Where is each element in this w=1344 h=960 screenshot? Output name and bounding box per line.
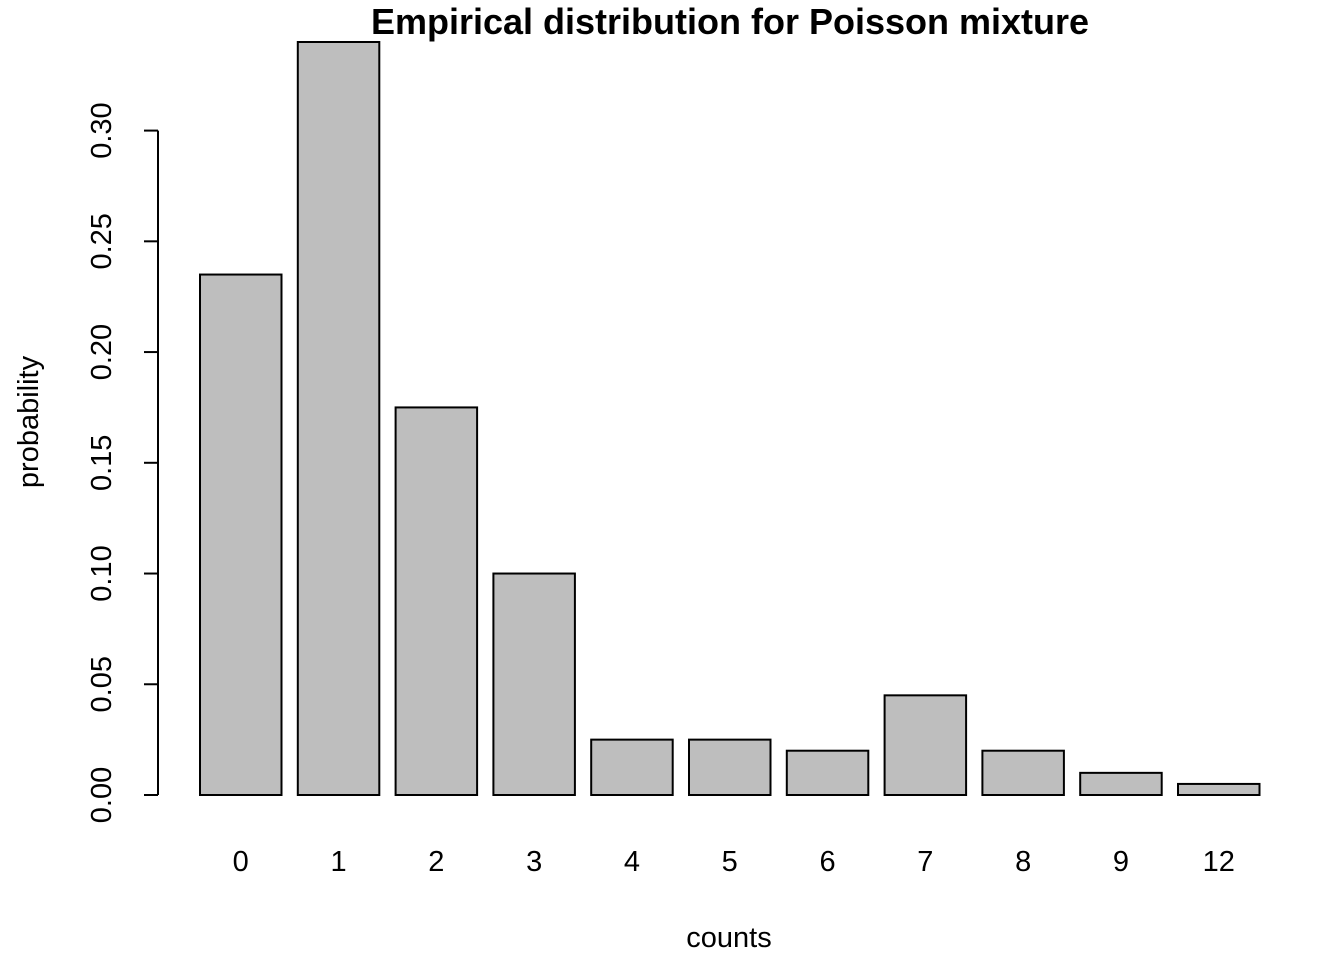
y-tick-label: 0.00: [86, 767, 118, 823]
x-axis-label: counts: [686, 922, 771, 954]
x-tick-label: 0: [233, 846, 249, 878]
y-tick-label: 0.10: [86, 545, 118, 601]
x-tick-label: 2: [428, 846, 444, 878]
x-tick-label: 9: [1113, 846, 1129, 878]
y-tick-label: 0.30: [86, 102, 118, 158]
bars: [199, 41, 1261, 797]
bar: [1177, 782, 1261, 796]
x-tick-label: 8: [1015, 846, 1031, 878]
x-tick-label: 12: [1203, 846, 1235, 878]
bar: [296, 41, 381, 796]
y-axis-label: probability: [13, 355, 45, 488]
x-tick-label: 6: [819, 846, 835, 878]
bar: [1079, 771, 1163, 797]
y-tick-label: 0.20: [86, 324, 118, 380]
bar: [394, 406, 479, 796]
x-tick-label: 5: [722, 846, 738, 878]
x-tick-label: 4: [624, 846, 640, 878]
bar: [199, 273, 283, 796]
x-tick-label: 3: [526, 846, 542, 878]
x-tick-label: 1: [330, 846, 346, 878]
bar: [981, 749, 1065, 796]
x-tick-labels: 0 1 2 3 4 5 6 7 8 9 12: [233, 846, 1235, 878]
y-tick-label: 0.05: [86, 656, 118, 712]
y-tick-label: 0.15: [86, 435, 118, 491]
x-tick-label: 7: [917, 846, 933, 878]
bar: [883, 694, 968, 797]
y-tick-label: 0.25: [86, 213, 118, 269]
chart-title: Empirical distribution for Poisson mixtu…: [371, 1, 1089, 42]
bar: [688, 738, 772, 796]
y-axis: 0.00 0.05 0.10 0.15 0.20 0.25 0.30: [86, 102, 159, 823]
bar: [590, 738, 674, 796]
bar: [785, 749, 870, 796]
bar: [492, 572, 576, 796]
